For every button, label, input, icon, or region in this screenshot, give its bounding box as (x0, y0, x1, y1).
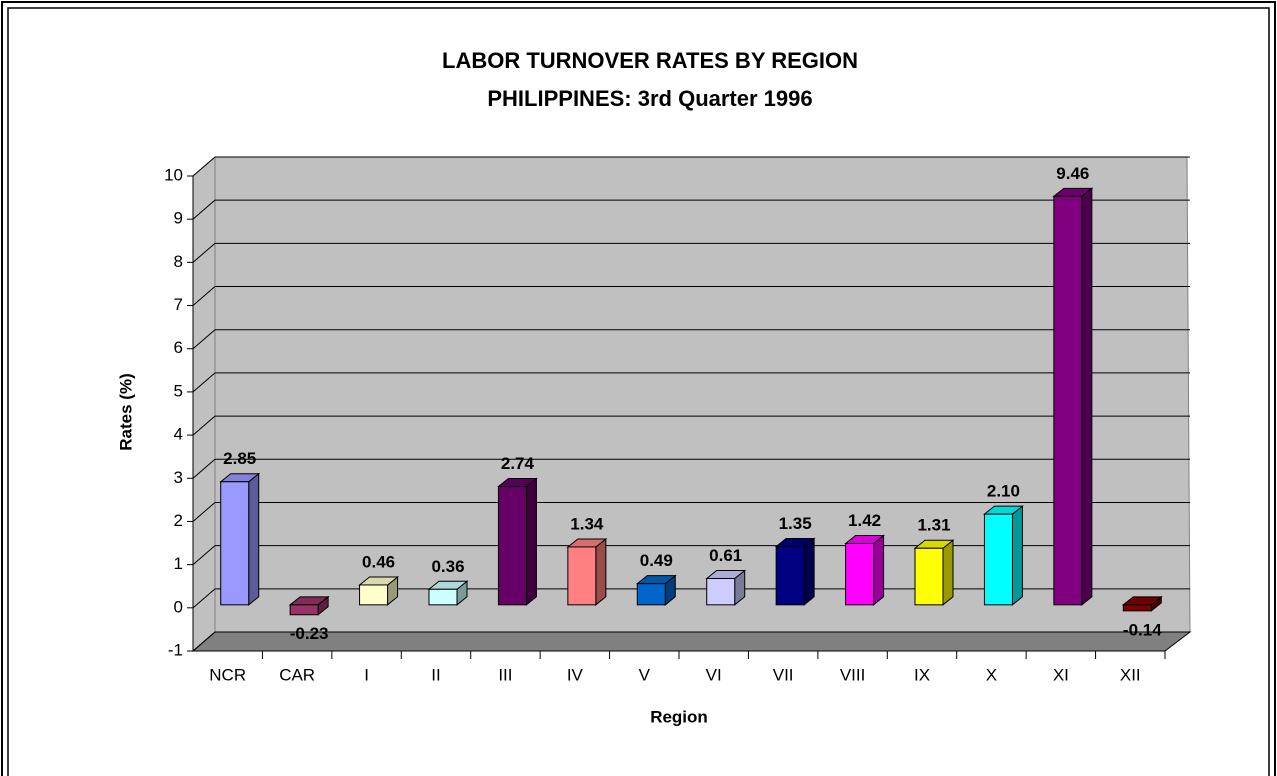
x-tick-label: IX (914, 665, 930, 684)
grid-line-side (192, 415, 216, 436)
floor (191, 631, 1192, 652)
value-label: 1.42 (848, 511, 881, 530)
x-tick-label: V (639, 665, 651, 684)
grid-line-side (192, 199, 216, 220)
value-label: 0.49 (640, 551, 673, 570)
value-label: -0.14 (1123, 620, 1162, 639)
value-label: 9.46 (1056, 164, 1089, 183)
y-tick-label: 0 (174, 597, 183, 616)
chart-title: LABOR TURNOVER RATES BY REGION (442, 48, 858, 73)
side-wall (192, 155, 216, 653)
bar (1122, 604, 1152, 612)
bar (359, 584, 389, 606)
bar-side (1081, 187, 1093, 606)
bar (983, 513, 1013, 606)
y-tick-label: 9 (174, 209, 183, 228)
y-tick-label: 8 (174, 252, 183, 271)
x-tick-label: II (431, 665, 440, 684)
grid-line-side (192, 329, 216, 350)
value-label: 2.74 (501, 454, 535, 473)
x-axis-label: Region (650, 707, 708, 726)
x-tick-label: XII (1120, 665, 1141, 684)
x-tick-label: XI (1053, 665, 1069, 684)
x-tick-label: VII (773, 665, 794, 684)
bar (706, 577, 736, 606)
inner-border (7, 7, 1270, 776)
bar-side (248, 472, 260, 606)
bar-side (873, 534, 885, 606)
bar-side (942, 539, 954, 606)
value-label: 0.61 (709, 546, 742, 565)
bar-side (595, 537, 607, 606)
bar-side (1011, 505, 1023, 606)
grid-line-side (192, 372, 216, 393)
bar (1053, 195, 1083, 606)
bar (428, 588, 458, 606)
chart-subtitle: PHILIPPINES: 3rd Quarter 1996 (487, 86, 812, 111)
y-tick-label: 3 (174, 468, 183, 487)
grid-line-side (192, 631, 216, 652)
value-label: 2.10 (987, 482, 1020, 501)
bar (220, 481, 250, 606)
y-tick-label: -1 (168, 640, 183, 659)
bar-side (803, 537, 815, 606)
y-tick-label: 6 (174, 338, 183, 357)
bar (775, 546, 805, 606)
y-tick-label: 2 (174, 511, 183, 530)
x-tick-label: X (986, 665, 997, 684)
bar (497, 486, 527, 606)
bar (636, 583, 666, 606)
grid-line-side (192, 588, 216, 609)
value-label: 0.36 (431, 557, 464, 576)
grid-line-side (192, 458, 216, 479)
value-label: 2.85 (223, 449, 256, 468)
x-tick-label: CAR (279, 665, 315, 684)
x-tick-label: VIII (840, 665, 866, 684)
grid-line-side (192, 545, 216, 566)
y-axis-label: Rates (%) (116, 373, 135, 450)
grid-line-side (192, 242, 216, 263)
bar (845, 543, 875, 606)
bar (914, 547, 944, 606)
x-tick-label: III (498, 665, 512, 684)
grid-line-side (192, 156, 216, 177)
x-tick-label: NCR (209, 665, 246, 684)
value-label: 1.34 (570, 514, 604, 533)
bar (289, 604, 319, 616)
grid-line-side (192, 286, 216, 306)
bar (567, 546, 597, 606)
y-tick-label: 1 (174, 554, 183, 573)
y-tick-label: 7 (174, 295, 183, 314)
y-tick-label: 5 (174, 381, 183, 400)
x-tick-label: I (364, 665, 369, 684)
value-label: 1.35 (779, 514, 812, 533)
x-tick-label: IV (567, 665, 584, 684)
grid-line-side (192, 502, 216, 522)
value-label: -0.23 (290, 624, 329, 643)
y-tick-label: 10 (164, 165, 183, 184)
value-label: 1.31 (917, 516, 950, 535)
value-label: 0.46 (362, 552, 395, 571)
bar-side (525, 477, 537, 606)
y-tick-label: 4 (174, 425, 183, 444)
x-tick-label: VI (706, 665, 722, 684)
